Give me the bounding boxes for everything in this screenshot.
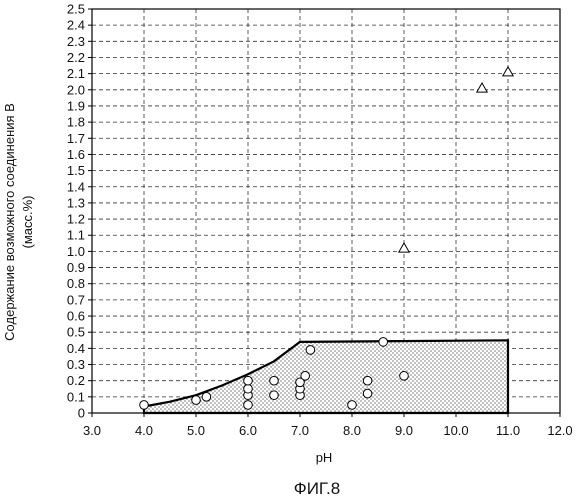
y-tick-label: 0.5 [67,325,85,340]
triangle-point [477,83,487,92]
y-axis-unit: (масс.%) [20,196,35,249]
circle-point [306,346,315,355]
y-tick-label: 2.5 [67,2,85,17]
x-tick-label: 10.0 [443,423,468,438]
y-tick-label: 0.9 [67,260,85,275]
circle-point [244,401,253,410]
y-tick-label: 0.3 [67,357,85,372]
y-tick-label: 2.3 [67,34,85,49]
y-tick-label: 1.2 [67,212,85,227]
circle-point [301,372,310,381]
y-tick-label: 1.8 [67,115,85,130]
x-tick-label: 11.0 [496,423,520,438]
y-tick-label: 1.6 [67,147,85,162]
circle-point [244,384,253,393]
y-tick-label: 0.1 [67,389,85,404]
triangle-point [399,243,409,252]
circle-point [400,372,409,381]
y-tick-label: 1.9 [67,98,85,113]
circle-point [379,338,388,347]
y-tick-label: 1.3 [67,195,85,210]
x-tick-label: 8.0 [343,423,361,438]
y-tick-label: 1.5 [67,163,85,178]
y-tick-label: 0.7 [67,292,85,307]
y-tick-label: 0 [78,406,85,421]
circle-point [140,401,149,410]
x-axis-title: pH [316,450,333,465]
circle-point [244,376,253,385]
y-tick-label: 2.1 [67,66,85,81]
triangle-point [503,67,513,76]
y-tick-label: 1.4 [67,179,85,194]
x-tick-label: 4.0 [135,423,153,438]
y-tick-label: 0.6 [67,309,85,324]
y-tick-label: 1.7 [67,131,85,146]
x-tick-label: 5.0 [187,423,205,438]
y-axis-title: Содержание возможного соединения В [2,103,17,341]
y-tick-label: 1.1 [67,228,85,243]
y-tick-label: 0.2 [67,373,85,388]
circle-point [348,401,357,410]
x-tick-label: 3.0 [83,423,101,438]
circle-point [270,391,279,400]
x-tick-label: 7.0 [291,423,309,438]
circle-point [192,396,201,405]
x-tick-label: 12.0 [547,423,572,438]
circle-point [270,376,279,385]
y-tick-label: 1.0 [67,244,85,259]
circle-point [363,389,372,398]
y-tick-label: 2.2 [67,50,85,65]
x-tick-label: 9.0 [395,423,413,438]
x-tick-label: 6.0 [239,423,257,438]
y-tick-label: 2.0 [67,82,85,97]
figure-caption: ФИГ.8 [294,479,340,498]
y-tick-label: 2.4 [67,18,85,33]
y-tick-label: 0.8 [67,276,85,291]
circle-point [363,376,372,385]
circle-point [202,393,211,402]
y-tick-label: 0.4 [67,341,85,356]
